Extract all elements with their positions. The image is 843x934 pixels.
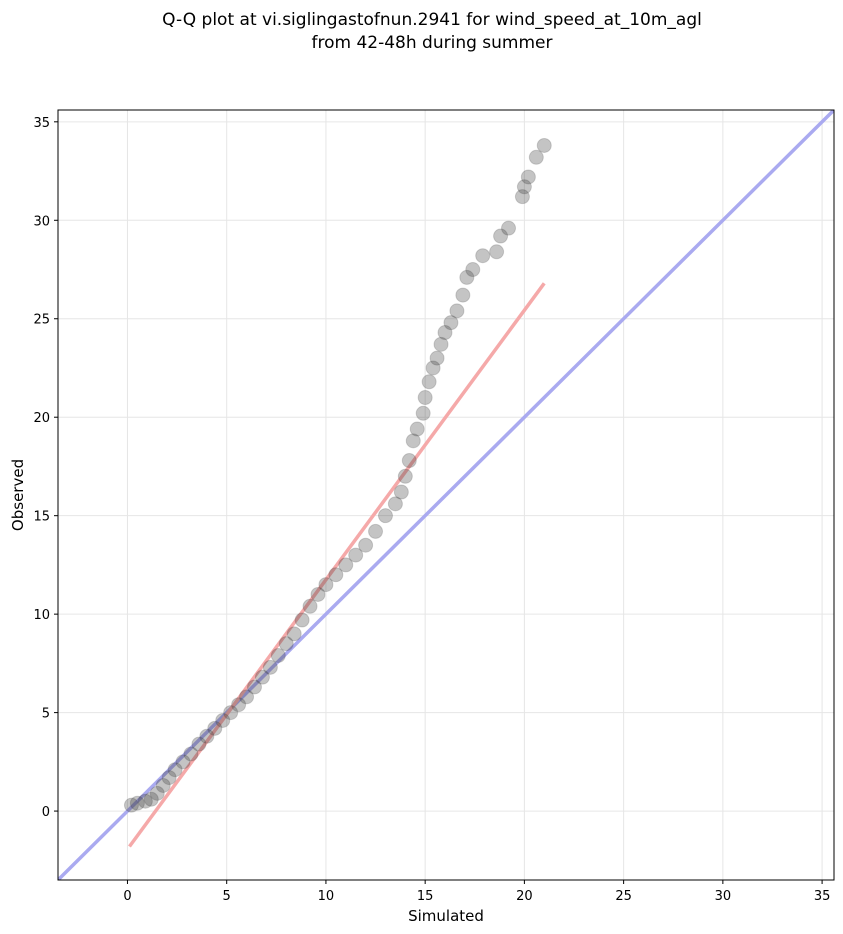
y-axis-label: Observed bbox=[9, 459, 27, 531]
data-point bbox=[191, 736, 207, 752]
reference-line bbox=[58, 110, 834, 880]
data-point bbox=[520, 169, 536, 185]
data-point bbox=[401, 453, 417, 469]
y-tick-label: 15 bbox=[33, 510, 50, 525]
data-point bbox=[215, 712, 231, 728]
data-point bbox=[278, 636, 294, 652]
x-tick-label: 35 bbox=[814, 889, 831, 904]
data-point bbox=[175, 754, 191, 770]
x-tick-label: 0 bbox=[123, 889, 131, 904]
x-tick-label: 30 bbox=[715, 889, 732, 904]
data-point bbox=[167, 762, 183, 778]
data-point bbox=[310, 586, 326, 602]
data-point bbox=[455, 287, 471, 303]
y-tick-label: 20 bbox=[33, 411, 50, 426]
data-point bbox=[417, 390, 433, 406]
y-tick-label: 30 bbox=[33, 214, 50, 229]
data-point bbox=[262, 659, 278, 675]
y-tick-label: 35 bbox=[33, 116, 50, 131]
x-tick-label: 25 bbox=[615, 889, 632, 904]
reference-line bbox=[128, 282, 546, 848]
data-point bbox=[123, 797, 139, 813]
y-tick-label: 5 bbox=[42, 707, 50, 722]
chart-title: from 42-48h during summer bbox=[312, 33, 553, 53]
data-point bbox=[409, 421, 425, 437]
data-point bbox=[415, 405, 431, 421]
data-point bbox=[421, 374, 437, 390]
data-point bbox=[286, 626, 302, 642]
x-tick-label: 10 bbox=[318, 889, 335, 904]
x-tick-label: 5 bbox=[223, 889, 231, 904]
data-point bbox=[338, 557, 354, 573]
data-point bbox=[161, 770, 177, 786]
data-point bbox=[405, 433, 421, 449]
data-point bbox=[270, 647, 286, 663]
data-point bbox=[199, 728, 215, 744]
data-point bbox=[393, 484, 409, 500]
data-point bbox=[358, 537, 374, 553]
data-point bbox=[437, 325, 453, 341]
data-point bbox=[207, 720, 223, 736]
data-point bbox=[429, 350, 445, 366]
chart-title: Q-Q plot at vi.siglingastofnun.2941 for … bbox=[162, 10, 702, 30]
data-point bbox=[254, 669, 270, 685]
data-point bbox=[387, 496, 403, 512]
data-point bbox=[433, 336, 449, 352]
y-tick-label: 10 bbox=[33, 608, 50, 623]
data-point bbox=[516, 179, 532, 195]
data-point bbox=[368, 523, 384, 539]
data-point bbox=[328, 567, 344, 583]
y-tick-label: 25 bbox=[33, 313, 50, 328]
data-point bbox=[493, 228, 509, 244]
x-axis-label: Simulated bbox=[408, 907, 484, 925]
data-point bbox=[143, 791, 159, 807]
data-point bbox=[246, 679, 262, 695]
data-point bbox=[449, 303, 465, 319]
data-point bbox=[514, 189, 530, 205]
x-tick-label: 20 bbox=[516, 889, 533, 904]
x-tick-label: 15 bbox=[417, 889, 434, 904]
data-point bbox=[149, 785, 165, 801]
data-point bbox=[475, 248, 491, 264]
plot-area bbox=[58, 110, 834, 880]
data-point bbox=[183, 746, 199, 762]
data-point bbox=[425, 360, 441, 376]
data-point bbox=[318, 577, 334, 593]
data-point bbox=[459, 269, 475, 285]
data-point bbox=[137, 793, 153, 809]
y-tick-label: 0 bbox=[42, 805, 50, 820]
data-point bbox=[465, 262, 481, 278]
axes-frame bbox=[57, 109, 835, 881]
data-point bbox=[155, 777, 171, 793]
data-point bbox=[397, 468, 413, 484]
data-point bbox=[443, 315, 459, 331]
data-point bbox=[129, 795, 145, 811]
data-point bbox=[239, 689, 255, 705]
data-point bbox=[223, 705, 239, 721]
data-point bbox=[377, 508, 393, 524]
data-point bbox=[348, 547, 364, 563]
data-point bbox=[489, 244, 505, 260]
data-point bbox=[294, 612, 310, 628]
data-point bbox=[536, 137, 552, 153]
data-point bbox=[528, 149, 544, 165]
data-point bbox=[231, 697, 247, 713]
data-point bbox=[501, 220, 517, 236]
data-point bbox=[302, 598, 318, 614]
